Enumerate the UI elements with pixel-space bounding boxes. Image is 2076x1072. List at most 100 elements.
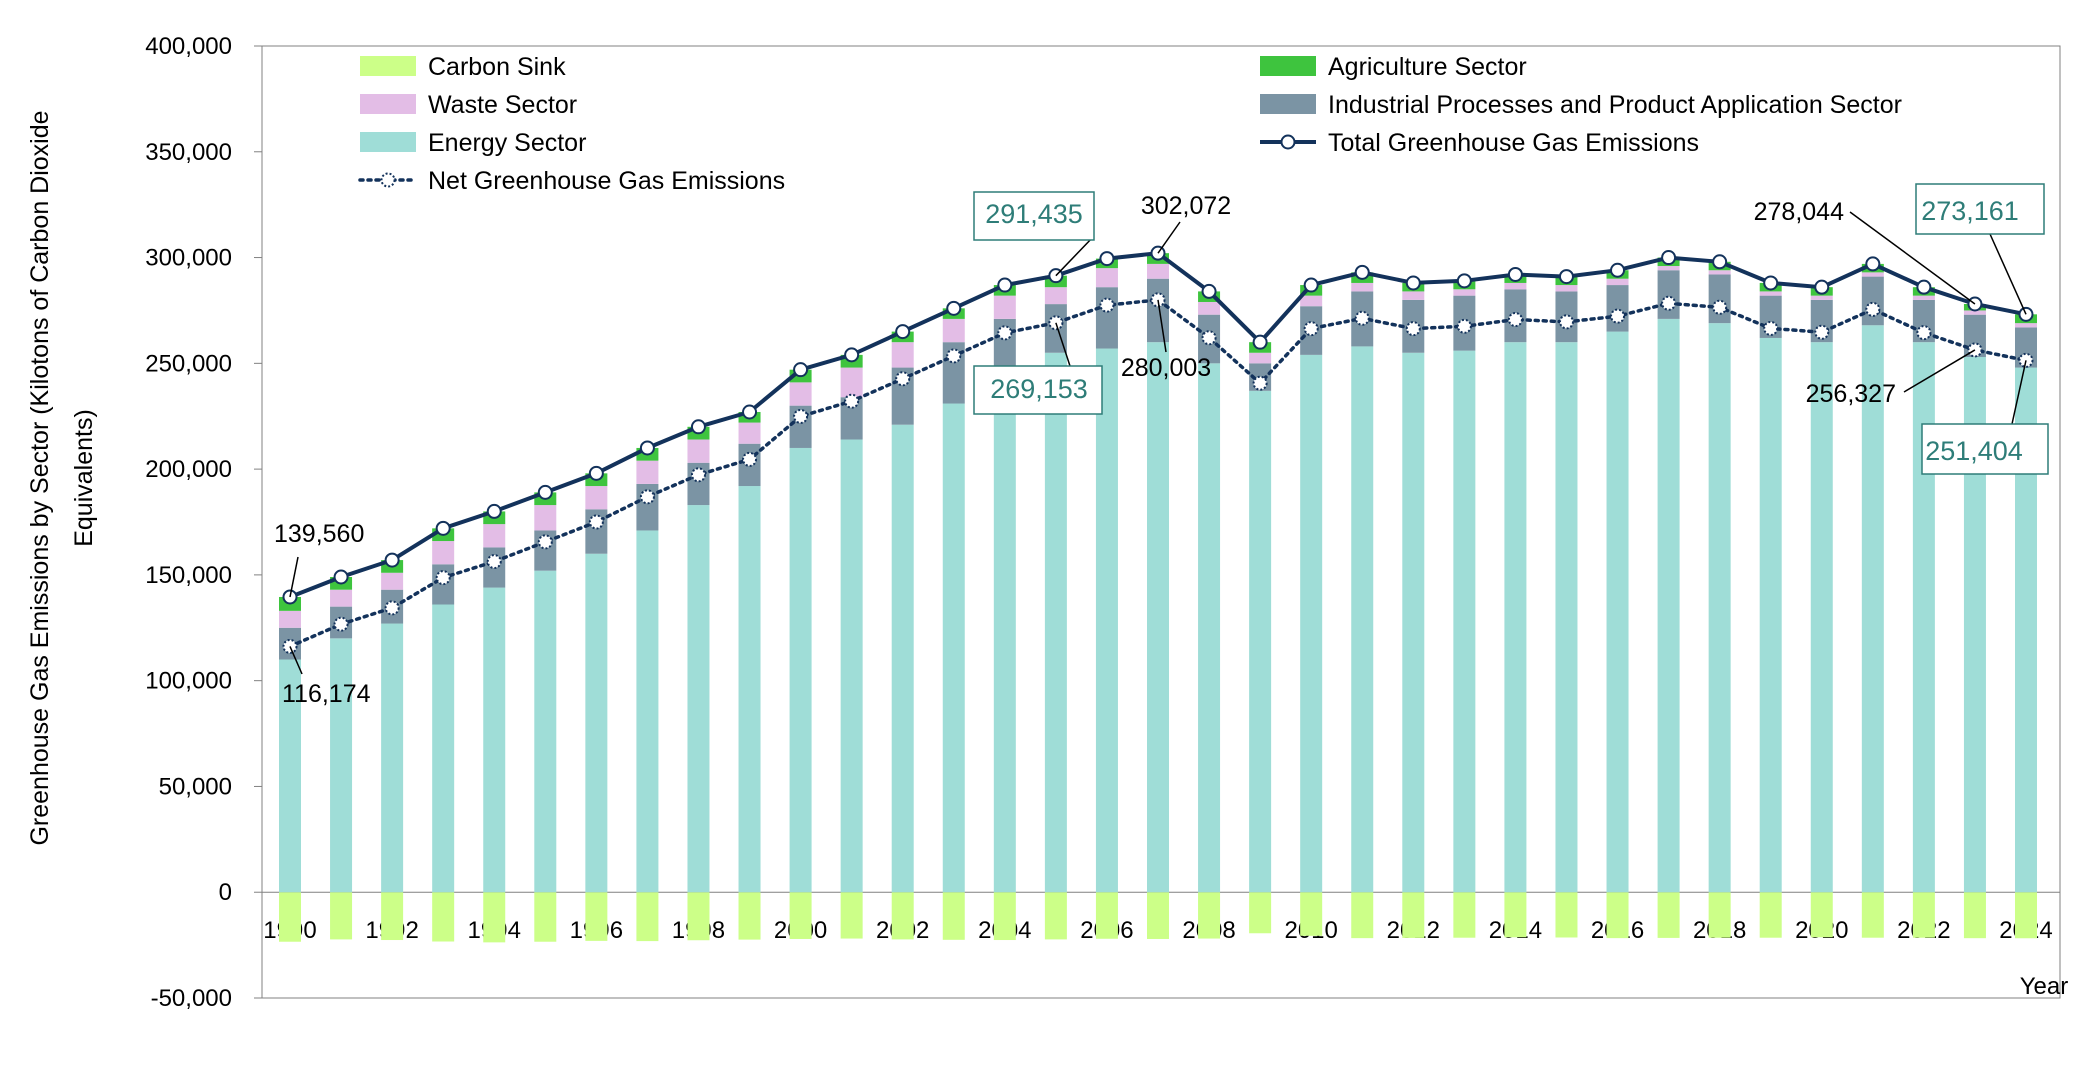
callout-leader [1055,322,1071,367]
bar-industrial [1147,278,1169,343]
net-emissions-point [384,600,400,616]
net-emissions-point [946,348,962,364]
total-emissions-point [384,552,400,568]
bar-energy [1606,331,1629,893]
bar-carbon-sink [1249,892,1272,934]
bar-carbon-sink [1351,892,1374,939]
bar-energy [1249,390,1272,893]
callout: 251,404 [1921,360,2049,475]
net-emissions-point [1507,312,1523,328]
bar-energy [483,587,506,893]
callout-leader [1903,349,1976,393]
bar-waste [483,524,506,548]
legend-label: Net Greenhouse Gas Emissions [428,167,785,195]
bar-energy [840,439,863,893]
bar-energy [585,553,608,893]
net-emissions-point [1763,320,1779,336]
bar-waste [687,439,710,463]
total-emissions-point [844,347,860,363]
bar-carbon-sink [381,892,404,941]
legend-swatch [360,56,416,76]
bar-energy [1810,342,1833,893]
bar-energy [330,638,353,893]
y-tick-label: 100,000 [145,668,232,695]
net-emissions-point [895,371,911,387]
total-emissions-point [1661,250,1677,266]
callout: 280,003 [1121,299,1211,382]
net-emissions-point [435,570,451,586]
bar-energy [1657,318,1680,893]
bar-waste [330,589,353,607]
total-emissions-point [537,484,553,500]
net-emissions-point [997,325,1013,341]
legend-item-industrial: Industrial Processes and Product Applica… [1260,91,1902,119]
bar-carbon-sink [738,892,761,940]
callout: 302,072 [1141,192,1231,254]
net-emissions-point [1303,321,1319,337]
callout: 256,327 [1806,349,1976,408]
bar-waste [1708,270,1731,275]
bar-energy [1912,342,1935,893]
total-emissions-point [1865,256,1881,272]
net-emissions-point [1610,308,1626,324]
bar-carbon-sink [432,892,455,942]
bar-waste [1300,295,1323,307]
total-emissions-point [1763,275,1779,291]
legend-item-total: Total Greenhouse Gas Emissions [1260,129,1699,157]
callout-box [973,365,1103,415]
bar-waste [432,541,455,565]
y-tick-label: -50,000 [151,985,232,1012]
callout-leader [1849,211,1976,305]
bar-carbon-sink [687,892,710,941]
total-emissions-point [1303,277,1319,293]
y-tick-label: 300,000 [145,245,232,272]
callout-label: 273,161 [1921,196,2019,226]
total-emissions-point [742,404,758,420]
net-emissions-point [793,408,809,424]
bar-waste [1402,291,1425,300]
legend-label: Industrial Processes and Product Applica… [1328,91,1902,119]
axes: -50,000 0 50,000 100,000 150,000 200,000 250,0… [26,33,2068,1012]
net-emissions-point [1916,325,1932,341]
bar-industrial [840,397,863,440]
bar-waste [993,295,1016,319]
bar-waste [2015,323,2037,328]
bar-carbon-sink [942,892,965,940]
bar-waste [1095,268,1118,288]
total-emissions-point [690,419,706,435]
callout: 273,161 [1915,183,2045,315]
net-emissions-point [1252,375,1268,391]
bar-carbon-sink [2015,892,2037,939]
bar-energy [789,447,812,893]
bar-energy [738,486,761,893]
total-emissions-point [435,520,451,536]
bar-carbon-sink [1657,892,1680,938]
net-emissions-point [1201,330,1217,346]
legend-label: Waste Sector [428,91,577,119]
bar-industrial [1095,287,1118,349]
bar-waste [1657,266,1680,271]
y-tick-label: 400,000 [145,33,232,60]
bar-industrial [1708,274,1731,324]
bar-waste [1963,310,1986,315]
net-emissions-point [1354,310,1370,326]
bar-energy [1861,325,1884,893]
net-emissions-point [1865,301,1881,317]
bar-waste [534,505,557,531]
bar-energy [2015,367,2037,893]
bar-energy [1147,342,1169,893]
net-emissions-point [690,467,706,483]
callout-leader [1157,299,1167,353]
bar-energy [993,373,1016,893]
legend-swatch [1260,94,1316,114]
bar-waste [1810,295,1833,300]
y-axis-label-line2: Equivalents) [70,409,98,547]
bar-energy [1759,337,1782,893]
bar-carbon-sink [840,892,863,939]
bar-carbon-sink [1861,892,1884,938]
callout-label: 251,404 [1925,436,2023,466]
total-emissions-point [588,465,604,481]
bar-industrial [1861,276,1884,326]
